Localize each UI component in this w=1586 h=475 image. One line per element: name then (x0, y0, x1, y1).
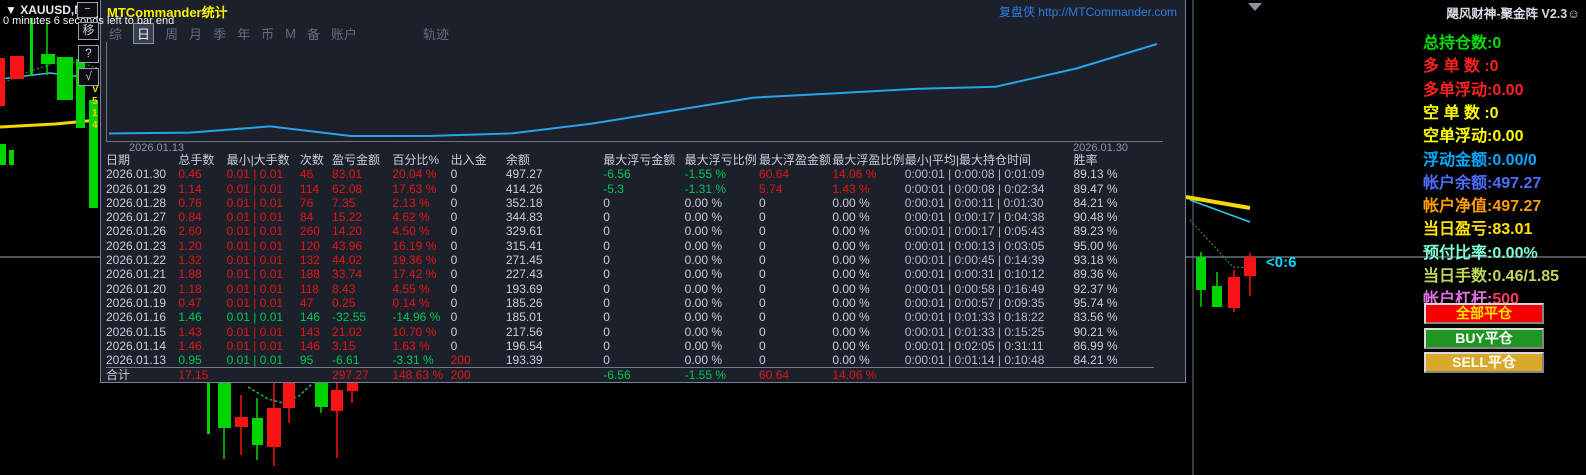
candlestick (218, 383, 231, 428)
menu-item-6[interactable]: 年 (237, 27, 251, 42)
candlestick (1196, 257, 1206, 290)
candlestick (267, 408, 281, 447)
chart-end-date: 2026.01.30 (1073, 142, 1129, 154)
candlestick (315, 383, 328, 407)
candlestick (207, 383, 210, 434)
chart-start-date: 2026.01.13 (129, 142, 185, 154)
stat-line-3: 多单浮动:0.00 (1423, 81, 1524, 99)
stat-line-1: 总持仓数:0 (1423, 35, 1502, 52)
stat-line-11: 当日手数:0.46/1.85 (1423, 268, 1560, 285)
stat-line-10: 预付比率:0.00% (1423, 244, 1538, 262)
table-row: 2026.01.13 0.95 0.01 | 0.01 95 -6.61 -3.31 % 2… (106, 353, 1118, 368)
close-buy-button[interactable]: BUY平仓 (1424, 327, 1544, 349)
panel-menu: 综日周月季年币 M 备账户 轨迹 (109, 23, 449, 44)
indicator-line-7 (247, 382, 314, 404)
menu-item-2[interactable]: 日 (133, 23, 155, 44)
candlestick (235, 417, 248, 427)
stat-line-9: 当日盈亏:83.01 (1423, 221, 1533, 239)
panel-title: MTCommander统计 (107, 5, 228, 20)
candlestick (30, 18, 33, 76)
table-row: 2026.01.29 1.14 0.01 | 0.01 114 62.08 17.63 %… (106, 181, 1118, 196)
check-button[interactable]: √ (78, 68, 99, 86)
close-all-button[interactable]: 全部平仓 (1424, 303, 1544, 324)
candlestick (0, 144, 6, 165)
menu-item-5[interactable]: 季 (213, 27, 227, 42)
candlestick (1244, 257, 1256, 276)
candlestick (0, 58, 5, 106)
symbol-title: ▼ XAUUSD,M1 (5, 3, 91, 17)
candlestick (76, 59, 85, 128)
candlestick (57, 57, 73, 100)
chart-shift-marker-icon (1248, 3, 1262, 11)
volume-label: V (92, 84, 99, 95)
table-header-row: 日期 总手数 最小|大手数 次数 盈亏金额 百分比% 出入金 余额 最大浮亏金额 最大浮亏比例 最大… (106, 153, 1098, 167)
stat-line-6: 浮动金额:0.00/0 (1423, 151, 1537, 169)
close-sell-button[interactable]: SELL平仓 (1424, 352, 1544, 373)
candlestick (9, 150, 14, 165)
bar-timer-label: 0 minutes 6 seconds left to bar end (3, 15, 175, 27)
table-row: 2026.01.23 1.20 0.01 | 0.01 120 43.96 16.19 %… (106, 238, 1118, 253)
menu-item-8[interactable]: M (285, 26, 296, 41)
candlestick (10, 56, 24, 79)
menu-item-7[interactable]: 币 (261, 27, 275, 42)
indicator-line-4 (1185, 195, 1251, 210)
move-panel-button[interactable]: 移 (78, 22, 99, 40)
menu-item-10[interactable]: 账户 (330, 27, 357, 42)
table-row: 2026.01.30 0.46 0.01 | 0.01 46 83.01 20.04 % 0… (106, 167, 1118, 182)
candlestick (1212, 286, 1222, 307)
statistics-table: 日期 总手数 最小|大手数 次数 盈亏金额 百分比% 出入金 余额 最大浮亏金额 最大浮亏比例 最大… (106, 153, 1154, 383)
statistics-panel: MTCommander统计 复盘侠 http://MTCommander.com… (100, 0, 1186, 383)
ea-title: 飓风财神-聚金阵 V2.3☺ (1446, 7, 1580, 21)
table-row: 2026.01.14 1.46 0.01 | 0.01 146 3.15 1.63 % 0 1… (106, 338, 1118, 353)
candlestick (283, 383, 295, 408)
stat-line-7: 帐户余额:497.27 (1423, 174, 1542, 192)
stat-line-4: 空 单 数 :0 (1423, 104, 1499, 122)
stat-line-5: 空单浮动:0.00 (1423, 128, 1524, 146)
volume-label: 1 (92, 108, 98, 119)
equity-line (108, 43, 1158, 137)
chart-y-axis (106, 42, 107, 142)
table-row: 2026.01.16 1.46 0.01 | 0.01 146 -32.55 -14.96… (106, 310, 1118, 325)
chart-x-axis (106, 141, 1163, 142)
stat-line-2: 多 单 数 :0 (1423, 58, 1499, 76)
table-row: 2026.01.27 0.84 0.01 | 0.01 84 15.22 4.62 % 0 3… (106, 210, 1118, 225)
menu-item-4[interactable]: 月 (189, 27, 203, 42)
table-row: 2026.01.20 1.18 0.01 | 0.01 118 8.43 4.55 % 0 1… (106, 281, 1118, 296)
minimize-button[interactable]: − (77, 2, 98, 18)
candlestick (331, 390, 343, 411)
table-row: 2026.01.26 2.60 0.01 | 0.01 260 14.20 4.50 % 0… (106, 224, 1118, 239)
candlestick (1228, 277, 1240, 308)
table-row: 2026.01.28 0.76 0.01 | 0.01 76 7.35 2.13 % 0 35… (106, 195, 1118, 210)
help-button[interactable]: ? (78, 45, 99, 63)
table-row: 2026.01.19 0.47 0.01 | 0.01 47 0.25 0.14 % 0 18… (106, 295, 1118, 310)
panel-url-link[interactable]: 复盘侠 http://MTCommander.com (998, 5, 1177, 19)
menu-item-11[interactable]: 轨迹 (422, 27, 449, 42)
menu-item-9[interactable]: 备 (306, 27, 320, 42)
table-row: 2026.01.21 1.88 0.01 | 0.01 188 33.74 17.42 %… (106, 267, 1118, 282)
candlestick (252, 418, 263, 445)
volume-label: 4 (92, 120, 98, 131)
table-row: 2026.01.22 1.32 0.01 | 0.01 132 44.02 19.36 %… (106, 253, 1118, 268)
indicator-line-5 (1189, 199, 1251, 223)
candlestick (347, 383, 358, 391)
stat-line-8: 帐户净值:497.27 (1423, 198, 1542, 216)
menu-item-3[interactable]: 周 (165, 27, 179, 42)
table-row: 2026.01.15 1.43 0.01 | 0.01 143 21.02 10.70 %… (106, 324, 1118, 339)
candlestick (89, 100, 98, 208)
price-countdown-label: <0:6 (1266, 254, 1296, 271)
menu-item-1[interactable]: 综 (109, 27, 123, 42)
volume-label: 5 (92, 96, 98, 107)
candlestick (41, 54, 55, 64)
table-total-row: 合计 17.15 297.27 148.63 % 200 -6.56 -1.55 % 60.6… (106, 367, 1154, 383)
equity-curve-chart (108, 43, 1158, 137)
